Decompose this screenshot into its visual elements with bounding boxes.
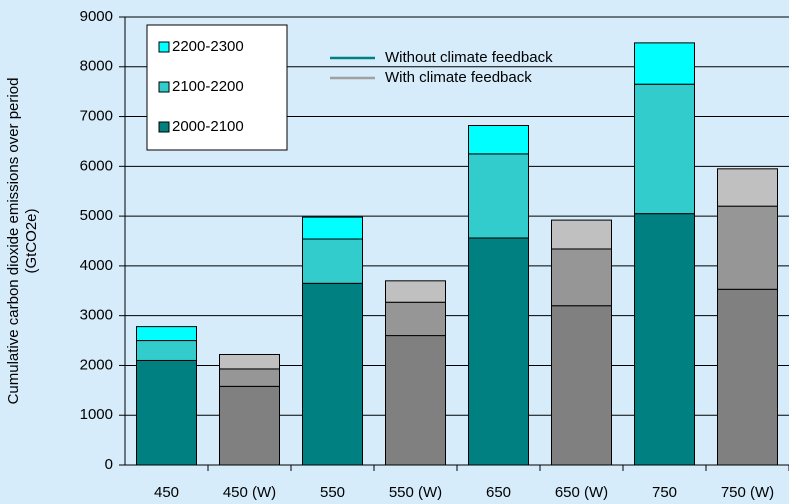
legend-label: 2000-2100: [172, 118, 244, 135]
y-tick-label: 0: [105, 456, 113, 473]
y-tick-label: 8000: [80, 58, 113, 75]
bar-segment: [385, 301, 446, 337]
legend-label: 2200-2300: [172, 38, 244, 55]
x-tick-label: 650 (W): [555, 484, 608, 501]
bar-segment: [634, 213, 695, 466]
y-tick-label: 5000: [80, 207, 113, 224]
legend-label: With climate feedback: [385, 69, 532, 86]
y-tick-label: 3000: [80, 307, 113, 324]
bar-segment: [136, 359, 197, 466]
bar-segment: [302, 282, 363, 466]
bar-segment: [551, 248, 612, 307]
x-tick-label: 550 (W): [389, 484, 442, 501]
bar-segment: [468, 153, 529, 239]
bar-segment: [717, 168, 778, 207]
legend-swatch: [158, 121, 170, 133]
y-tick-label: 4000: [80, 257, 113, 274]
bar-segment: [468, 125, 529, 155]
bar-segment: [302, 216, 363, 240]
bar-segment: [302, 238, 363, 284]
bar-segment: [136, 340, 197, 361]
legend-box: [146, 24, 288, 151]
x-tick-label: 450: [154, 484, 179, 501]
legend-swatch: [158, 81, 170, 93]
bar-segment: [634, 83, 695, 215]
bar-segment: [385, 280, 446, 303]
bar-segment: [136, 326, 197, 342]
bar-segment: [219, 353, 280, 370]
x-tick-label: 750 (W): [721, 484, 774, 501]
bar-segment: [551, 219, 612, 250]
bar-segment: [717, 288, 778, 466]
x-tick-label: 650: [486, 484, 511, 501]
bar-segment: [219, 385, 280, 466]
y-axis-label: (GtCO2e): [23, 208, 40, 273]
bar-segment: [219, 368, 280, 387]
legend-swatch: [158, 41, 170, 53]
legend-label: Without climate feedback: [385, 49, 553, 66]
bar-segment: [717, 205, 778, 290]
bar-segment: [634, 42, 695, 85]
y-tick-label: 2000: [80, 356, 113, 373]
bar-segment: [551, 305, 612, 466]
y-tick-label: 9000: [80, 8, 113, 25]
x-tick-label: 750: [652, 484, 677, 501]
x-tick-label: 450 (W): [223, 484, 276, 501]
y-axis-label: Cumulative carbon dioxide emissions over…: [5, 78, 22, 405]
y-tick-label: 1000: [80, 406, 113, 423]
legend-label: 2100-2200: [172, 78, 244, 95]
y-tick-label: 6000: [80, 157, 113, 174]
x-tick-label: 550: [320, 484, 345, 501]
bar-segment: [385, 335, 446, 466]
y-tick-label: 7000: [80, 108, 113, 125]
bar-segment: [468, 237, 529, 466]
